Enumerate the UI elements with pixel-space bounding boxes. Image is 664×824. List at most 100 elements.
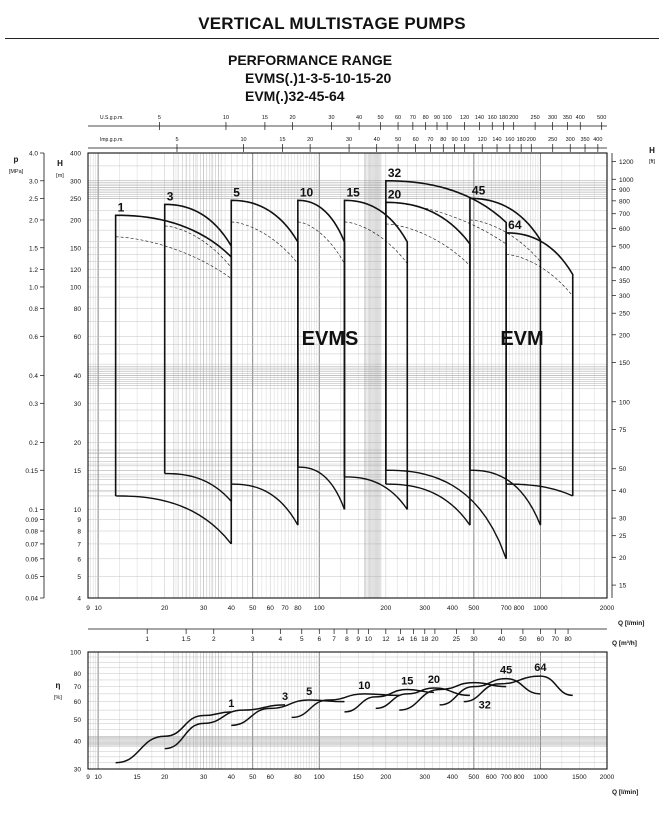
lmin-tick-label: 80	[294, 605, 302, 612]
dense-grid-band	[88, 180, 607, 199]
perf-curve-lower-10	[297, 466, 346, 510]
p-tick-label: 2.5	[29, 196, 38, 203]
usgpm-tick-label: 80	[423, 115, 429, 121]
eta-tick-label: 80	[74, 671, 82, 678]
h-tick-label: 150	[70, 245, 81, 252]
eff-lmin-tick-label: 300	[419, 774, 430, 781]
impgpm-tick-label: 60	[413, 137, 419, 143]
impgpm-tick-label: 400	[593, 137, 602, 143]
usgpm-tick-label: 60	[395, 115, 401, 121]
h-tick-label: 40	[74, 373, 82, 380]
p-tick-label: 0.6	[29, 334, 38, 341]
eff-lmin-tick-label: 200	[380, 774, 391, 781]
eff-lmin-tick-label: 2000	[600, 774, 615, 781]
impgpm-tick-label: 120	[478, 137, 487, 143]
h-tick-label: 120	[70, 267, 81, 274]
h-tick-label: 7	[77, 541, 81, 548]
impgpm-tick-label: 10	[240, 137, 246, 143]
h-axis-label: H	[57, 159, 63, 168]
eff-curve-5	[231, 699, 345, 727]
impgpm-tick-label: 70	[427, 137, 433, 143]
ft-tick-label: 250	[619, 311, 630, 318]
lmin-tick-label: 20	[161, 605, 169, 612]
ft-tick-label: 700	[619, 211, 630, 218]
perf-curve-lower-64	[506, 483, 574, 497]
usgpm-tick-label: 40	[356, 115, 362, 121]
perf-curve-45	[469, 197, 542, 526]
ft-tick-label: 1000	[619, 177, 634, 184]
h-tick-label: 5	[77, 574, 81, 581]
eff-series-label-64: 64	[534, 662, 547, 674]
perf-curve-dashed-3	[164, 225, 232, 268]
lmin-tick-label: 500	[468, 605, 479, 612]
impgpm-tick-label: 180	[517, 137, 526, 143]
impgpm-tick-label: 90	[452, 137, 458, 143]
lmin-tick-label: 2000	[600, 605, 615, 612]
impgpm-tick-label: 140	[492, 137, 501, 143]
perf-series-label-5: 5	[233, 185, 240, 199]
ft-tick-label: 25	[619, 533, 627, 540]
h-tick-label: 400	[70, 151, 81, 158]
h-axis-unit: [m]	[56, 173, 64, 179]
h-tick-label: 300	[70, 178, 81, 185]
ft-tick-label: 30	[619, 516, 627, 523]
m3h-tick-label: 50	[519, 636, 527, 643]
p-tick-label: 4.0	[29, 151, 38, 158]
eff-lmin-tick-label: 30	[200, 774, 208, 781]
h-tick-label: 10	[74, 507, 82, 514]
chart-title: VERTICAL MULTISTAGE PUMPS	[198, 14, 466, 33]
p-tick-label: 0.8	[29, 306, 38, 313]
eff-series-label-20: 20	[428, 674, 440, 686]
m3h-tick-label: 5	[300, 636, 304, 643]
m3h-tick-label: 40	[498, 636, 506, 643]
usgpm-tick-label: 5	[158, 115, 161, 121]
h-tick-label: 80	[74, 306, 82, 313]
eta-tick-label: 30	[74, 767, 82, 774]
eff-lmin-tick-label: 1000	[533, 774, 548, 781]
lmin-tick-label: 60	[267, 605, 275, 612]
perf-curve-64	[505, 232, 574, 496]
perf-curve-dashed-10	[297, 221, 345, 264]
eff-series-label-15: 15	[401, 675, 413, 687]
perf-curve-lower-32	[385, 469, 507, 560]
ft-tick-label: 800	[619, 198, 630, 205]
p-tick-label: 0.07	[25, 541, 38, 548]
eff-curve-3	[164, 704, 286, 750]
eff-lmin-tick-label: 100	[314, 774, 325, 781]
usgpm-tick-label: 160	[488, 115, 497, 121]
subtitle-line-1: PERFORMANCE RANGE	[228, 52, 393, 68]
usgpm-tick-label: 120	[460, 115, 469, 121]
usgpm-tick-label: 20	[289, 115, 295, 121]
m3h-tick-label: 80	[564, 636, 572, 643]
lmin-tick-label: 40	[228, 605, 236, 612]
eff-lmin-tick-label: 20	[161, 774, 169, 781]
h-tick-label: 20	[74, 440, 82, 447]
region-label-evm: EVM	[500, 328, 543, 350]
eff-grid-x	[87, 652, 608, 769]
usgpm-tick-label: 70	[410, 115, 416, 121]
eff-curve-10	[291, 693, 400, 719]
lmin-tick-label: 100	[314, 605, 325, 612]
ft-tick-label: 500	[619, 244, 630, 251]
h-tick-label: 60	[74, 334, 82, 341]
impgpm-tick-label: 40	[374, 137, 380, 143]
p-axis-label: p	[14, 155, 19, 164]
usgpm-tick-label: 250	[531, 115, 540, 121]
ft-tick-label: 75	[619, 427, 627, 434]
eff-curve-1	[115, 711, 232, 764]
eta-tick-label: 40	[74, 739, 82, 746]
p-tick-label: 3.0	[29, 178, 38, 185]
dense-grid-band	[88, 449, 607, 497]
ft-tick-label: 400	[619, 265, 630, 272]
eff-lmin-axis-label: Q [l/min]	[612, 789, 638, 796]
perf-series-label-32: 32	[388, 166, 402, 180]
eff-curve-64	[463, 675, 573, 703]
perf-curve-3	[163, 203, 233, 502]
impgpm-tick-label: 100	[460, 137, 469, 143]
eff-series-label-32: 32	[479, 699, 491, 711]
lmin-tick-label: 30	[200, 605, 208, 612]
perf-curve-dashed-5	[231, 221, 299, 264]
usgpm-tick-label: 500	[597, 115, 606, 121]
dense-grid-band	[88, 366, 607, 386]
